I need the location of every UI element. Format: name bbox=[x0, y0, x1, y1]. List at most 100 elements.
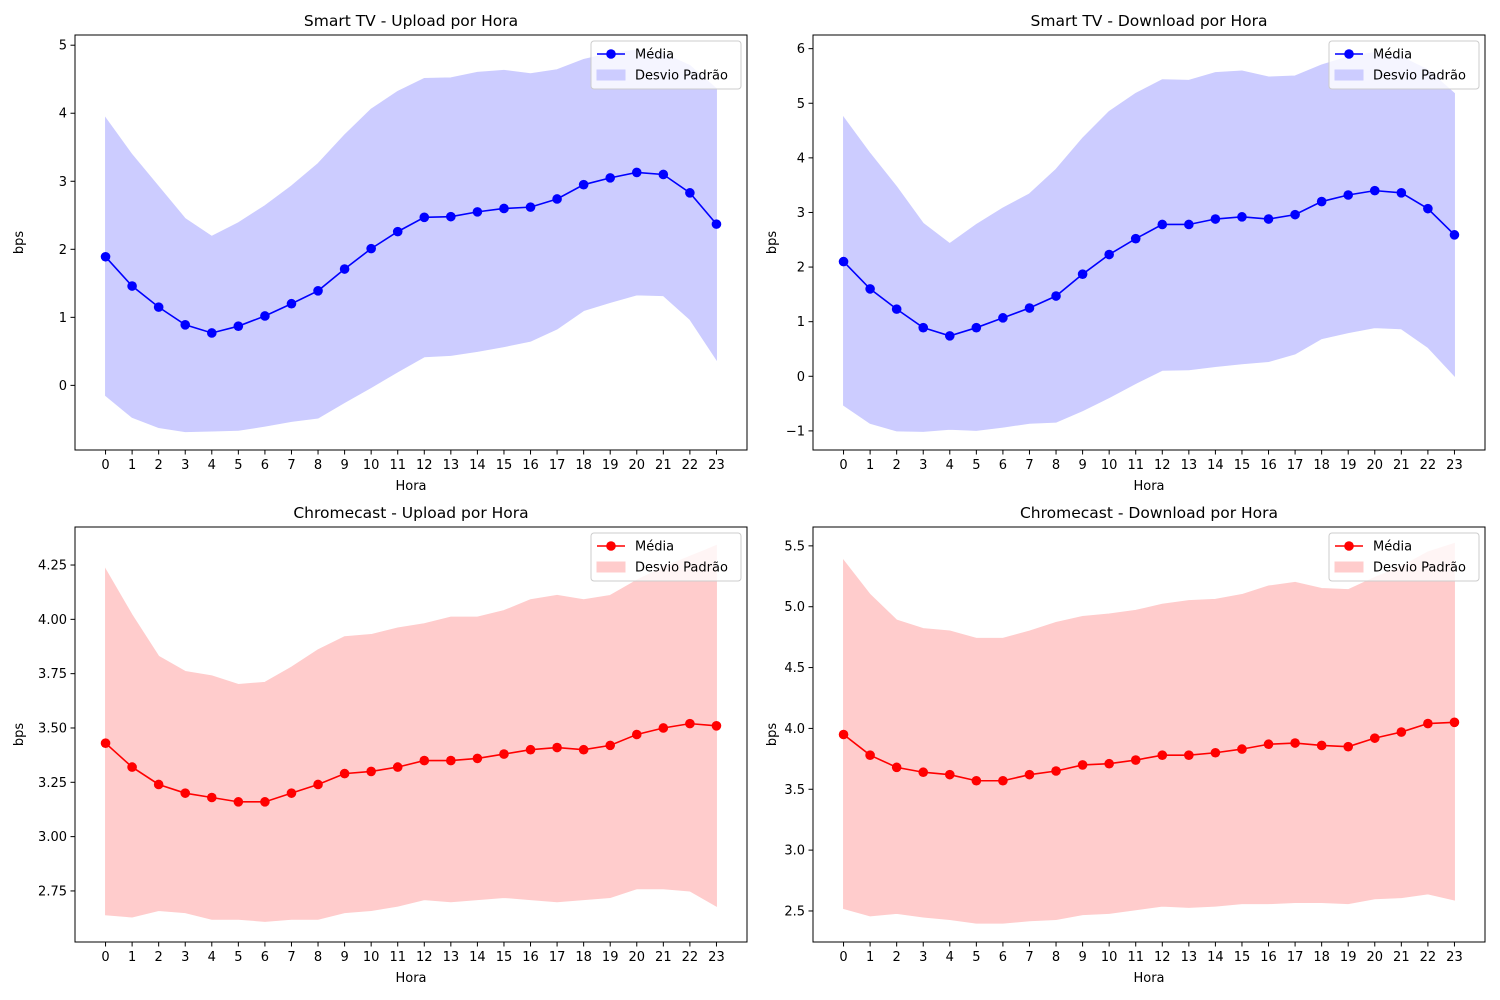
smarttv-upload-x-tick-label: 22 bbox=[682, 458, 699, 473]
smarttv-upload-x-tick-label: 4 bbox=[208, 458, 216, 473]
smarttv-download-mean-point bbox=[1104, 249, 1114, 260]
smarttv-upload-x-tick-label: 6 bbox=[261, 458, 269, 473]
chromecast-upload-x-tick-label: 20 bbox=[628, 950, 645, 965]
smarttv-download-mean-point bbox=[1210, 214, 1221, 224]
smarttv-download-x-tick-label: 18 bbox=[1313, 458, 1330, 473]
chromecast-upload-mean-point bbox=[180, 788, 191, 798]
chromecast-upload-x-tick-label: 9 bbox=[340, 950, 348, 965]
smarttv-upload-legend-std-label: Desvio Padrão bbox=[635, 69, 728, 84]
smarttv-upload-mean-point bbox=[578, 179, 589, 190]
chromecast-download-mean-point bbox=[1024, 769, 1035, 780]
smarttv-download-std-band bbox=[843, 51, 1455, 432]
chromecast-upload-legend-mean-marker bbox=[606, 541, 616, 551]
chromecast-upload-mean-point bbox=[366, 766, 376, 777]
chromecast-download-x-tick-label: 1 bbox=[866, 950, 874, 965]
smarttv-upload-x-tick-label: 9 bbox=[340, 458, 348, 473]
smarttv-upload-x-tick-label: 15 bbox=[496, 458, 513, 473]
smarttv-download-x-tick-label: 9 bbox=[1078, 458, 1086, 473]
chromecast-download-mean-point bbox=[918, 767, 929, 778]
chromecast-upload-x-tick-label: 2 bbox=[155, 950, 163, 965]
smarttv-upload-x-tick-label: 23 bbox=[708, 458, 725, 473]
chromecast-download-x-tick-label: 5 bbox=[972, 950, 980, 965]
smarttv-upload-x-tick-label: 2 bbox=[155, 458, 163, 473]
chromecast-upload-mean-point bbox=[472, 753, 483, 764]
smarttv-download-y-tick-label: 4 bbox=[797, 151, 805, 166]
smarttv-download-mean-point bbox=[971, 322, 982, 333]
smarttv-download-mean-point bbox=[1184, 219, 1194, 230]
chromecast-download-std-band bbox=[843, 542, 1455, 924]
smarttv-upload-legend: Média Desvio Padrão bbox=[590, 40, 742, 90]
smarttv-upload-mean-point bbox=[180, 320, 191, 330]
smarttv-download-x-tick-label: 17 bbox=[1287, 458, 1304, 473]
chromecast-download-x-tick-label: 0 bbox=[839, 950, 847, 965]
smarttv-download-x-tick-label: 14 bbox=[1207, 458, 1224, 473]
chromecast-upload-mean-point bbox=[685, 718, 695, 729]
smarttv-download-x-tick-label: 4 bbox=[946, 458, 954, 473]
chromecast-upload-mean-point bbox=[446, 755, 456, 766]
chromecast-upload-y-axis-label: bps bbox=[12, 723, 27, 747]
smarttv-download-mean-point bbox=[1316, 196, 1327, 207]
chromecast-download-mean-point bbox=[865, 750, 875, 760]
chromecast-download-x-tick-label: 14 bbox=[1207, 950, 1224, 965]
smarttv-download-x-tick-label: 7 bbox=[1025, 458, 1033, 473]
smarttv-upload-mean-point bbox=[711, 219, 722, 229]
chromecast-upload-x-axis-label: Hora bbox=[395, 971, 426, 986]
smarttv-download-y-tick-label: 0 bbox=[797, 370, 805, 385]
chromecast-download-mean-point bbox=[1104, 758, 1114, 769]
smarttv-download-x-tick-label: 2 bbox=[893, 458, 901, 473]
chromecast-download-x-tick-label: 11 bbox=[1127, 950, 1144, 965]
chromecast-upload-x-tick-label: 0 bbox=[101, 950, 109, 965]
smarttv-upload-x-tick-label: 18 bbox=[575, 458, 592, 473]
smarttv-download-mean-point bbox=[918, 322, 929, 333]
chromecast-upload-mean-point bbox=[711, 721, 722, 731]
smarttv-upload-mean-point bbox=[472, 207, 483, 217]
smarttv-download-x-tick-label: 16 bbox=[1260, 458, 1277, 473]
smarttv-download-x-tick-label: 10 bbox=[1101, 458, 1118, 473]
smarttv-upload-y-tick-label: 1 bbox=[59, 311, 67, 326]
smarttv-download-mean-point bbox=[1130, 233, 1141, 244]
chromecast-upload-x-tick-label: 17 bbox=[549, 950, 566, 965]
chromecast-upload-mean-point bbox=[260, 797, 270, 807]
smarttv-upload-mean-point bbox=[685, 188, 695, 198]
chromecast-download-y-tick-label: 3.0 bbox=[784, 844, 805, 859]
chromecast-download-title: Chromecast - Download por Hora bbox=[1020, 504, 1278, 522]
chromecast-download-x-tick-label: 15 bbox=[1234, 950, 1251, 965]
smarttv-download-mean-point bbox=[891, 304, 902, 314]
chromecast-upload-title: Chromecast - Upload por Hora bbox=[293, 504, 528, 522]
chromecast-download-x-tick-label: 17 bbox=[1287, 950, 1304, 965]
smarttv-download-y-tick-label: 5 bbox=[797, 97, 805, 112]
chromecast-download-legend-mean-marker bbox=[1344, 541, 1354, 551]
smarttv-download-mean-point bbox=[1077, 269, 1088, 279]
smarttv-download-mean-point bbox=[838, 256, 849, 267]
chromecast-download-x-tick-label: 9 bbox=[1078, 950, 1086, 965]
smarttv-upload-mean-point bbox=[100, 251, 111, 262]
chromecast-download-y-tick-label: 5.5 bbox=[784, 539, 805, 554]
chromecast-download-x-tick-label: 19 bbox=[1340, 950, 1357, 965]
smarttv-download-x-tick-label: 1 bbox=[866, 458, 874, 473]
smarttv-download-x-tick-label: 20 bbox=[1366, 458, 1383, 473]
chromecast-download-mean-point bbox=[891, 762, 902, 773]
smarttv-upload-std-band bbox=[105, 49, 717, 433]
chromecast-download-mean-point bbox=[1316, 740, 1327, 751]
smarttv-upload-mean-point bbox=[127, 281, 137, 291]
chromecast-download-mean-point bbox=[1343, 741, 1354, 752]
smarttv-upload-mean-point bbox=[419, 212, 430, 223]
smarttv-download-x-tick-label: 3 bbox=[919, 458, 927, 473]
smarttv-upload-x-tick-label: 0 bbox=[101, 458, 109, 473]
smarttv-upload-mean-point bbox=[313, 286, 323, 296]
chromecast-download-mean-point bbox=[1449, 717, 1460, 728]
smarttv-download-mean-point bbox=[1290, 209, 1300, 220]
smarttv-upload-y-tick-label: 3 bbox=[59, 175, 67, 190]
smarttv-download-mean-point bbox=[1423, 203, 1433, 214]
chromecast-upload-x-tick-label: 6 bbox=[261, 950, 269, 965]
chromecast-download-x-tick-label: 18 bbox=[1313, 950, 1330, 965]
smarttv-upload-x-axis-label: Hora bbox=[395, 479, 426, 494]
smarttv-upload-chart: 0 1 2 3 4 5 6 7 8 9 10 11 12 13 14 15 16 17 18 19 20 21 22 2301… bbox=[12, 12, 748, 494]
smarttv-download-x-tick-label: 21 bbox=[1393, 458, 1410, 473]
chromecast-upload-mean-point bbox=[578, 744, 589, 755]
smarttv-upload-x-tick-label: 7 bbox=[287, 458, 295, 473]
smarttv-download-x-tick-label: 5 bbox=[972, 458, 980, 473]
chromecast-download-x-tick-label: 13 bbox=[1181, 950, 1198, 965]
chromecast-upload-x-tick-label: 19 bbox=[602, 950, 619, 965]
